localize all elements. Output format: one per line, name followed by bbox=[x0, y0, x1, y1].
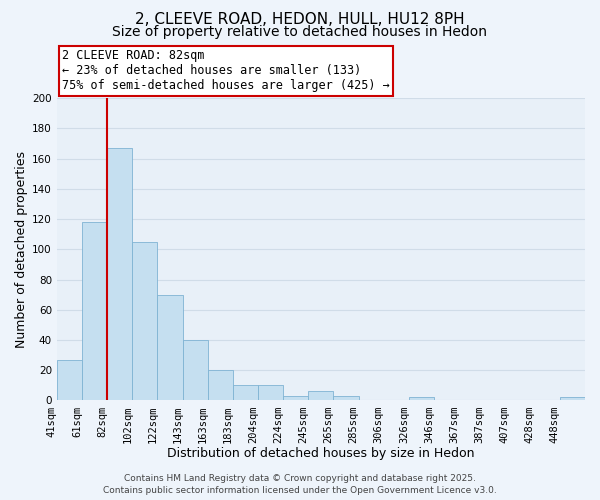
Text: 2 CLEEVE ROAD: 82sqm
← 23% of detached houses are smaller (133)
75% of semi-deta: 2 CLEEVE ROAD: 82sqm ← 23% of detached h… bbox=[62, 49, 390, 92]
Bar bbox=[283, 396, 308, 400]
Bar bbox=[334, 396, 359, 400]
Bar bbox=[233, 386, 258, 400]
Bar bbox=[560, 398, 585, 400]
Text: Contains HM Land Registry data © Crown copyright and database right 2025.
Contai: Contains HM Land Registry data © Crown c… bbox=[103, 474, 497, 495]
Bar bbox=[82, 222, 107, 400]
Bar bbox=[157, 294, 182, 401]
Bar bbox=[308, 392, 334, 400]
Text: Size of property relative to detached houses in Hedon: Size of property relative to detached ho… bbox=[113, 25, 487, 39]
Bar bbox=[182, 340, 208, 400]
Bar bbox=[208, 370, 233, 400]
Bar bbox=[57, 360, 82, 401]
Bar bbox=[409, 398, 434, 400]
Bar bbox=[132, 242, 157, 400]
Bar bbox=[258, 386, 283, 400]
Bar bbox=[107, 148, 132, 401]
X-axis label: Distribution of detached houses by size in Hedon: Distribution of detached houses by size … bbox=[167, 447, 475, 460]
Text: 2, CLEEVE ROAD, HEDON, HULL, HU12 8PH: 2, CLEEVE ROAD, HEDON, HULL, HU12 8PH bbox=[135, 12, 465, 28]
Y-axis label: Number of detached properties: Number of detached properties bbox=[15, 151, 28, 348]
